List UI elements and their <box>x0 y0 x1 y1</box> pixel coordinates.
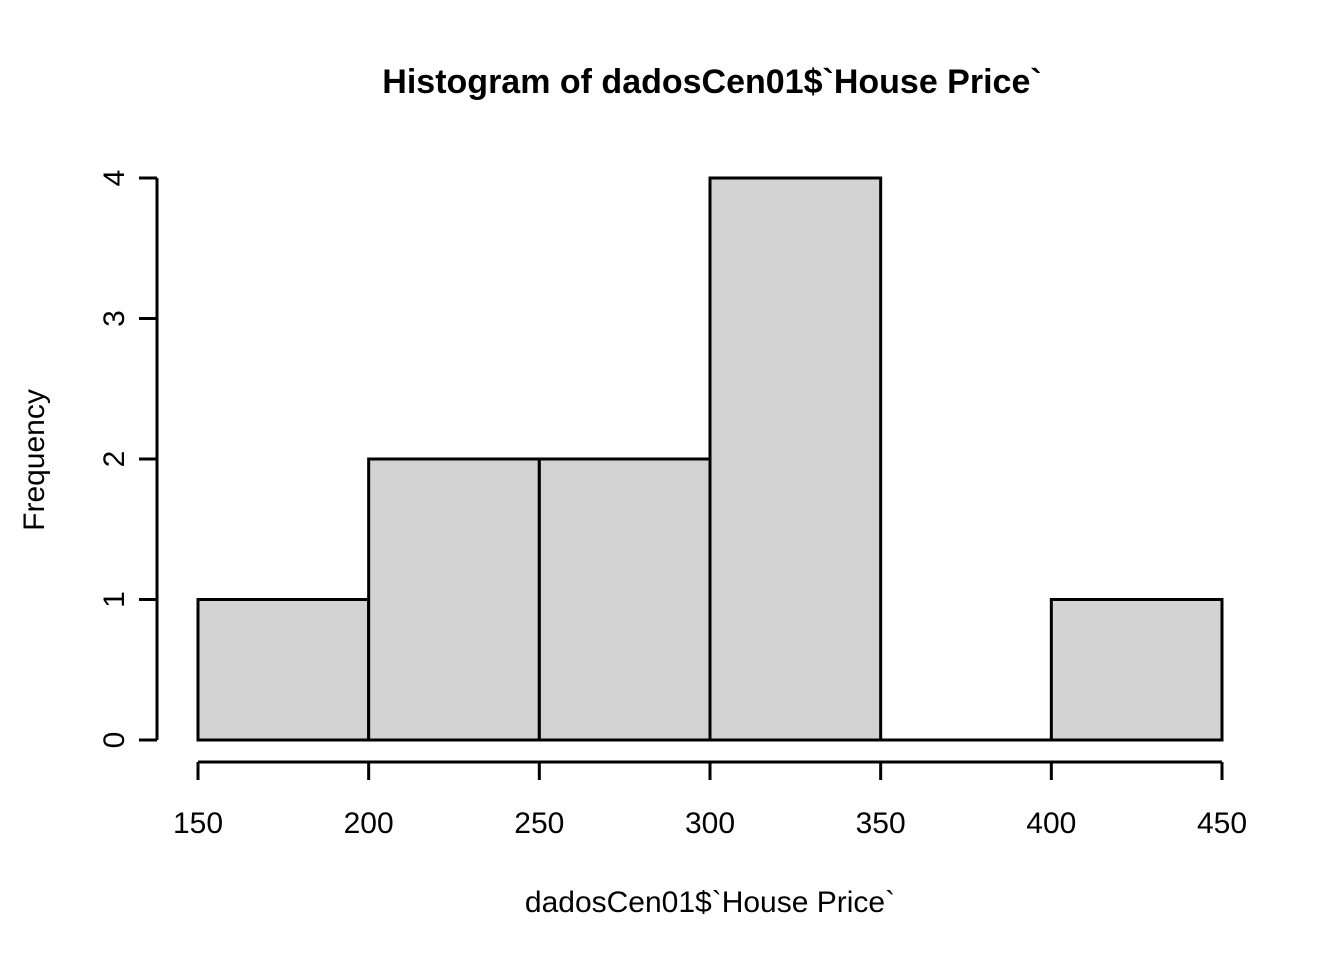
x-tick-label: 200 <box>344 807 394 840</box>
y-tick-label: 4 <box>98 170 131 187</box>
y-tick-label: 1 <box>98 591 131 608</box>
y-tick-label: 3 <box>98 310 131 327</box>
x-axis: 150 200 250 300 350 400 450 <box>173 760 1247 840</box>
x-tick-label: 450 <box>1197 807 1247 840</box>
bars-group <box>196 176 1224 742</box>
y-axis-label: Frequency <box>18 389 51 531</box>
x-tick-label: 350 <box>856 807 906 840</box>
y-tick-label: 2 <box>98 451 131 468</box>
x-tick-label: 400 <box>1026 807 1076 840</box>
histogram-bar <box>367 457 541 742</box>
histogram-bar <box>1049 598 1224 742</box>
y-axis: 0 1 2 3 4 <box>98 170 159 749</box>
histogram-bar <box>537 457 712 742</box>
y-tick-label: 0 <box>98 732 131 749</box>
chart-title: Histogram of dadosCen01$`House Price` <box>382 63 1041 101</box>
x-axis-label: dadosCen01$`House Price` <box>525 886 895 919</box>
histogram-bar <box>708 176 883 742</box>
x-tick-label: 150 <box>173 807 223 840</box>
x-tick-label: 300 <box>685 807 735 840</box>
histogram-bar <box>196 598 371 742</box>
x-tick-label: 250 <box>514 807 564 840</box>
